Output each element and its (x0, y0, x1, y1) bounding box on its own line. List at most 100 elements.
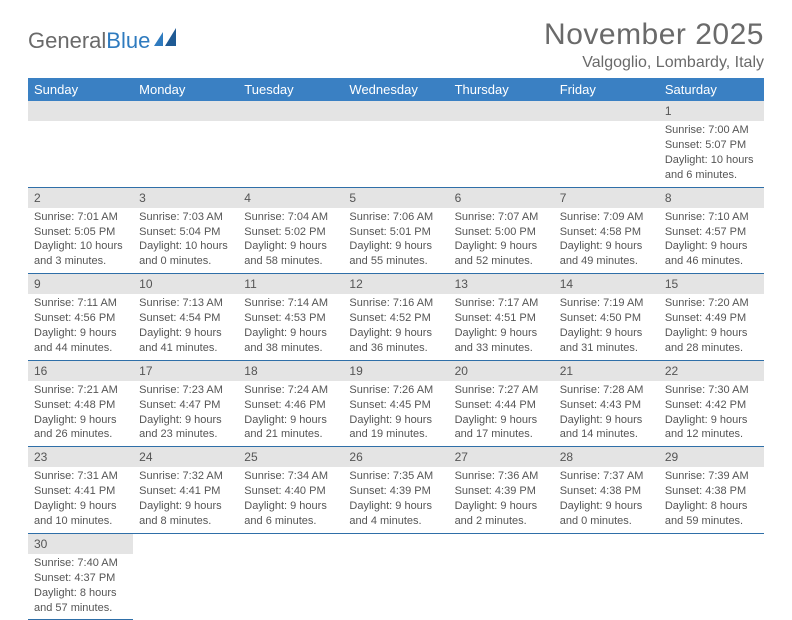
calendar-day-cell: 28Sunrise: 7:37 AMSunset: 4:38 PMDayligh… (554, 447, 659, 534)
sunset-text: Sunset: 4:46 PM (244, 398, 337, 413)
sunrise-text: Sunrise: 7:00 AM (665, 123, 758, 138)
daylight-text: Daylight: 9 hours and 12 minutes. (665, 413, 758, 443)
daylight-text: Daylight: 9 hours and 8 minutes. (139, 499, 232, 529)
sunset-text: Sunset: 4:41 PM (34, 484, 127, 499)
day-number: 29 (659, 447, 764, 467)
calendar-table: SundayMondayTuesdayWednesdayThursdayFrid… (28, 78, 764, 620)
sunrise-text: Sunrise: 7:16 AM (349, 296, 442, 311)
sunset-text: Sunset: 4:37 PM (34, 571, 127, 586)
day-details: Sunrise: 7:01 AMSunset: 5:05 PMDaylight:… (28, 208, 133, 273)
day-details: Sunrise: 7:27 AMSunset: 4:44 PMDaylight:… (449, 381, 554, 446)
day-details: Sunrise: 7:19 AMSunset: 4:50 PMDaylight:… (554, 294, 659, 359)
day-number: 24 (133, 447, 238, 467)
calendar-week-row: 23 Sunrise: 7:31 AMSunset: 4:41 PM Dayligh… (28, 447, 764, 534)
day-details: Sunrise: 7:09 AMSunset: 4:58 PMDaylight:… (554, 208, 659, 273)
calendar-day-cell: 11Sunrise: 7:14 AMSunset: 4:53 PMDayligh… (238, 274, 343, 361)
sunset-text: Sunset: 5:05 PM (34, 225, 127, 240)
sunset-text: Sunset: 5:07 PM (665, 138, 758, 153)
calendar-day-cell: 9Sunrise: 7:11 AMSunset: 4:56 PMDaylight… (28, 274, 133, 361)
sunset-text: Sunset: 5:01 PM (349, 225, 442, 240)
daylight-text: Daylight: 9 hours and 49 minutes. (560, 239, 653, 269)
sunrise-text: Sunrise: 7:30 AM (665, 383, 758, 398)
location-label: Valgoglio, Lombardy, Italy (544, 54, 764, 72)
sunrise-text: Sunrise: 7:23 AM (139, 383, 232, 398)
daylight-text: Daylight: 9 hours and 4 minutes. (349, 499, 442, 529)
calendar-head: SundayMondayTuesdayWednesdayThursdayFrid… (28, 78, 764, 101)
day-details: Sunrise: 7:37 AMSunset: 4:38 PMDaylight:… (554, 467, 659, 532)
daylight-text: Daylight: 9 hours and 17 minutes. (455, 413, 548, 443)
calendar-week-row: 1Sunrise: 7:00 AMSunset: 5:07 PMDaylight… (28, 101, 764, 187)
day-details: Sunrise: 7:04 AMSunset: 5:02 PMDaylight:… (238, 208, 343, 273)
day-number: 3 (133, 188, 238, 208)
day-details: Sunrise: 7:39 AMSunset: 4:38 PMDaylight:… (659, 467, 764, 532)
sunset-text: Sunset: 4:58 PM (560, 225, 653, 240)
calendar-day-cell: 29Sunrise: 7:39 AMSunset: 4:38 PMDayligh… (659, 447, 764, 534)
sunset-text: Sunset: 4:47 PM (139, 398, 232, 413)
sunset-text: Sunset: 4:38 PM (665, 484, 758, 499)
calendar-day-cell: 2Sunrise: 7:01 AMSunset: 5:05 PMDaylight… (28, 187, 133, 274)
day-details: Sunrise: 7:35 AMSunset: 4:39 PMDaylight:… (343, 467, 448, 532)
daylight-text: Daylight: 9 hours and 36 minutes. (349, 326, 442, 356)
sunrise-text: Sunrise: 7:31 AM (34, 469, 127, 484)
weekday-header: Saturday (659, 78, 764, 101)
day-details: Sunrise: 7:28 AMSunset: 4:43 PMDaylight:… (554, 381, 659, 446)
weekday-header: Sunday (28, 78, 133, 101)
calendar-day-cell: 24Sunrise: 7:32 AMSunset: 4:41 PMDayligh… (133, 447, 238, 534)
day-details: Sunrise: 7:23 AMSunset: 4:47 PMDaylight:… (133, 381, 238, 446)
sunrise-text: Sunrise: 7:09 AM (560, 210, 653, 225)
calendar-day-cell: 12Sunrise: 7:16 AMSunset: 4:52 PMDayligh… (343, 274, 448, 361)
calendar-day-cell: 27Sunrise: 7:36 AMSunset: 4:39 PMDayligh… (449, 447, 554, 534)
calendar-day-cell: 13Sunrise: 7:17 AMSunset: 4:51 PMDayligh… (449, 274, 554, 361)
calendar-day-cell: 7Sunrise: 7:09 AMSunset: 4:58 PMDaylight… (554, 187, 659, 274)
daylight-text: Daylight: 9 hours and 28 minutes. (665, 326, 758, 356)
day-details: Sunrise: 7:03 AMSunset: 5:04 PMDaylight:… (133, 208, 238, 273)
sunset-text: Sunset: 4:39 PM (349, 484, 442, 499)
day-number: 28 (554, 447, 659, 467)
calendar-day-cell: 20Sunrise: 7:27 AMSunset: 4:44 PMDayligh… (449, 360, 554, 447)
day-number: 5 (343, 188, 448, 208)
sunrise-text: Sunrise: 7:04 AM (244, 210, 337, 225)
logo-text-1: General (28, 28, 106, 54)
daylight-text: Daylight: 9 hours and 52 minutes. (455, 239, 548, 269)
weekday-header: Tuesday (238, 78, 343, 101)
day-number: 30 (28, 534, 133, 554)
calendar-day-cell: 25Sunrise: 7:34 AMSunset: 4:40 PMDayligh… (238, 447, 343, 534)
day-number: 27 (449, 447, 554, 467)
calendar-day-cell: 17Sunrise: 7:23 AMSunset: 4:47 PMDayligh… (133, 360, 238, 447)
sunset-text: Sunset: 5:00 PM (455, 225, 548, 240)
daylight-text: Daylight: 9 hours and 33 minutes. (455, 326, 548, 356)
day-number-bar (238, 101, 343, 121)
sail-icon (154, 28, 180, 54)
daylight-text: Daylight: 9 hours and 0 minutes. (560, 499, 653, 529)
day-number: 17 (133, 361, 238, 381)
sunset-text: Sunset: 5:02 PM (244, 225, 337, 240)
sunset-text: Sunset: 4:53 PM (244, 311, 337, 326)
daylight-text: Daylight: 9 hours and 41 minutes. (139, 326, 232, 356)
calendar-day-cell: 15Sunrise: 7:20 AMSunset: 4:49 PMDayligh… (659, 274, 764, 361)
day-details: Sunrise: 7:13 AMSunset: 4:54 PMDaylight:… (133, 294, 238, 359)
daylight-text: Daylight: 8 hours and 59 minutes. (665, 499, 758, 529)
day-number: 20 (449, 361, 554, 381)
day-details: Sunrise: 7:11 AMSunset: 4:56 PMDaylight:… (28, 294, 133, 359)
sunset-text: Sunset: 4:48 PM (34, 398, 127, 413)
calendar-day-cell: 3Sunrise: 7:03 AMSunset: 5:04 PMDaylight… (133, 187, 238, 274)
day-number: 11 (238, 274, 343, 294)
day-details: Sunrise: 7:21 AMSunset: 4:48 PMDaylight:… (28, 381, 133, 446)
day-number: 15 (659, 274, 764, 294)
day-number: 18 (238, 361, 343, 381)
sunrise-text: Sunrise: 7:35 AM (349, 469, 442, 484)
page-header: GeneralBlue November 2025 Valgoglio, Lom… (28, 18, 764, 72)
day-details: Sunrise: 7:40 AMSunset: 4:37 PMDaylight:… (28, 554, 133, 619)
sunrise-text: Sunrise: 7:11 AM (34, 296, 127, 311)
sunrise-text: Sunrise: 7:07 AM (455, 210, 548, 225)
sunset-text: Sunset: 4:50 PM (560, 311, 653, 326)
day-number-bar (133, 101, 238, 121)
sunrise-text: Sunrise: 7:27 AM (455, 383, 548, 398)
daylight-text: Daylight: 9 hours and 58 minutes. (244, 239, 337, 269)
logo-text-2: Blue (106, 28, 150, 54)
weekday-header: Thursday (449, 78, 554, 101)
sunrise-text: Sunrise: 7:28 AM (560, 383, 653, 398)
calendar-day-cell (554, 533, 659, 620)
day-number: 23 (28, 447, 133, 467)
sunset-text: Sunset: 4:39 PM (455, 484, 548, 499)
